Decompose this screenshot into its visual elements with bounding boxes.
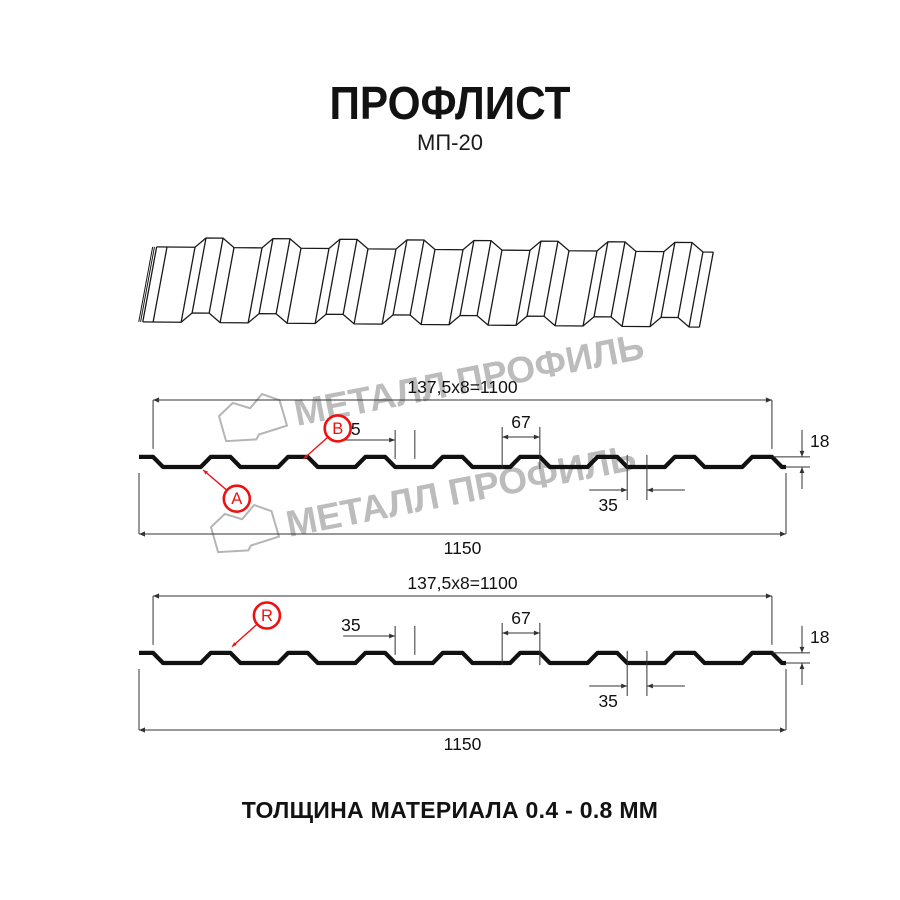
svg-text:1150: 1150 xyxy=(444,734,482,754)
svg-text:18: 18 xyxy=(810,627,829,647)
svg-text:B: B xyxy=(332,420,343,438)
svg-text:A: A xyxy=(231,490,242,508)
svg-text:137,5x8=1100: 137,5x8=1100 xyxy=(407,377,517,397)
svg-text:35: 35 xyxy=(341,615,360,635)
svg-text:35: 35 xyxy=(598,691,617,711)
svg-text:18: 18 xyxy=(810,431,829,451)
svg-text:67: 67 xyxy=(511,412,530,432)
svg-text:67: 67 xyxy=(511,608,530,628)
svg-text:1150: 1150 xyxy=(444,538,482,558)
svg-text:137,5x8=1100: 137,5x8=1100 xyxy=(407,573,517,593)
svg-text:R: R xyxy=(261,607,273,625)
svg-text:35: 35 xyxy=(598,495,617,515)
